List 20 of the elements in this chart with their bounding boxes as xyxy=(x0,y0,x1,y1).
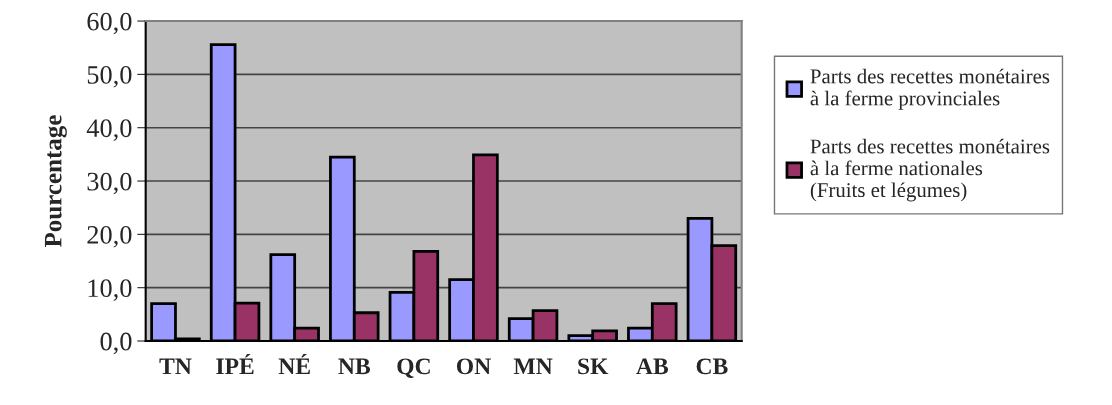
y-tick-label: 10,0 xyxy=(88,279,132,301)
x-tick-label: NB xyxy=(338,358,371,375)
y-tick-label: 40,0 xyxy=(86,119,132,141)
y-tick-label: 30,0 xyxy=(87,172,132,195)
x-tick-label: SK xyxy=(578,358,609,375)
y-tick-label: 20,0 xyxy=(87,225,132,248)
x-tick-label: TN xyxy=(159,358,192,375)
x-tick-label: QC xyxy=(397,358,430,378)
x-tick-label: CB xyxy=(696,358,728,375)
legend-label: Parts des recettes monétaires à la ferme nationales (Fruits et légumes) xyxy=(810,138,1050,202)
x-tick-label: MN xyxy=(513,358,553,375)
x-tick-label: IPÉ xyxy=(216,353,254,375)
x-tick-label: AB xyxy=(636,358,669,375)
y-tick-label: 60,0 xyxy=(87,12,132,35)
y-tick-label: 50,0 xyxy=(87,65,132,88)
y-axis-title: Pourcentage xyxy=(44,115,67,248)
x-tick-label: ON xyxy=(456,358,491,375)
y-tick-label: 0,0 xyxy=(100,332,132,355)
x-tick-label: NÉ xyxy=(278,353,310,375)
legend-label: Parts des recettes monétaires à la ferme provinciales xyxy=(810,68,1050,110)
